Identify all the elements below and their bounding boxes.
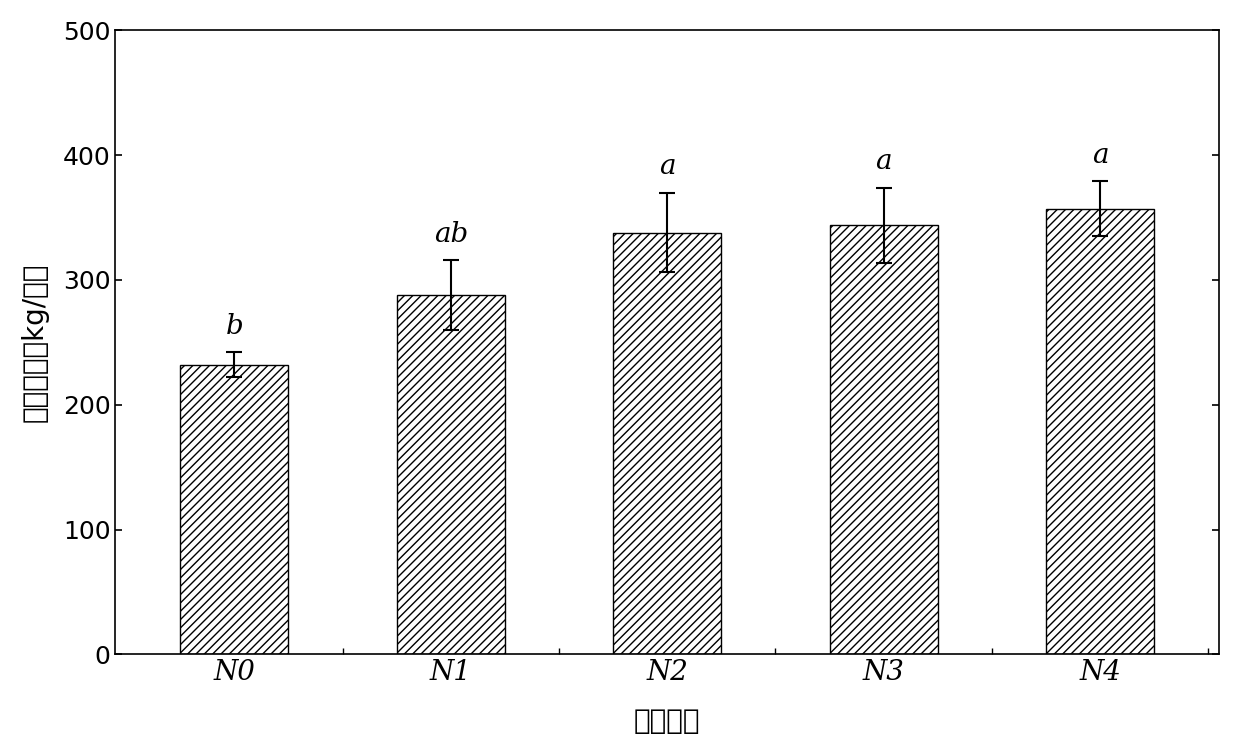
Bar [1047,209,1154,655]
Bar [830,225,937,655]
Text: b: b [226,313,243,340]
Y-axis label: 大麦产量（kg/亩）: 大麦产量（kg/亩） [21,263,48,422]
Bar [180,365,289,655]
Text: ab: ab [434,221,467,247]
Text: a: a [1092,142,1109,169]
Text: a: a [875,148,892,175]
Bar [613,233,722,655]
Text: a: a [658,153,676,180]
X-axis label: 试验处理: 试验处理 [634,707,701,735]
Bar [397,295,505,655]
